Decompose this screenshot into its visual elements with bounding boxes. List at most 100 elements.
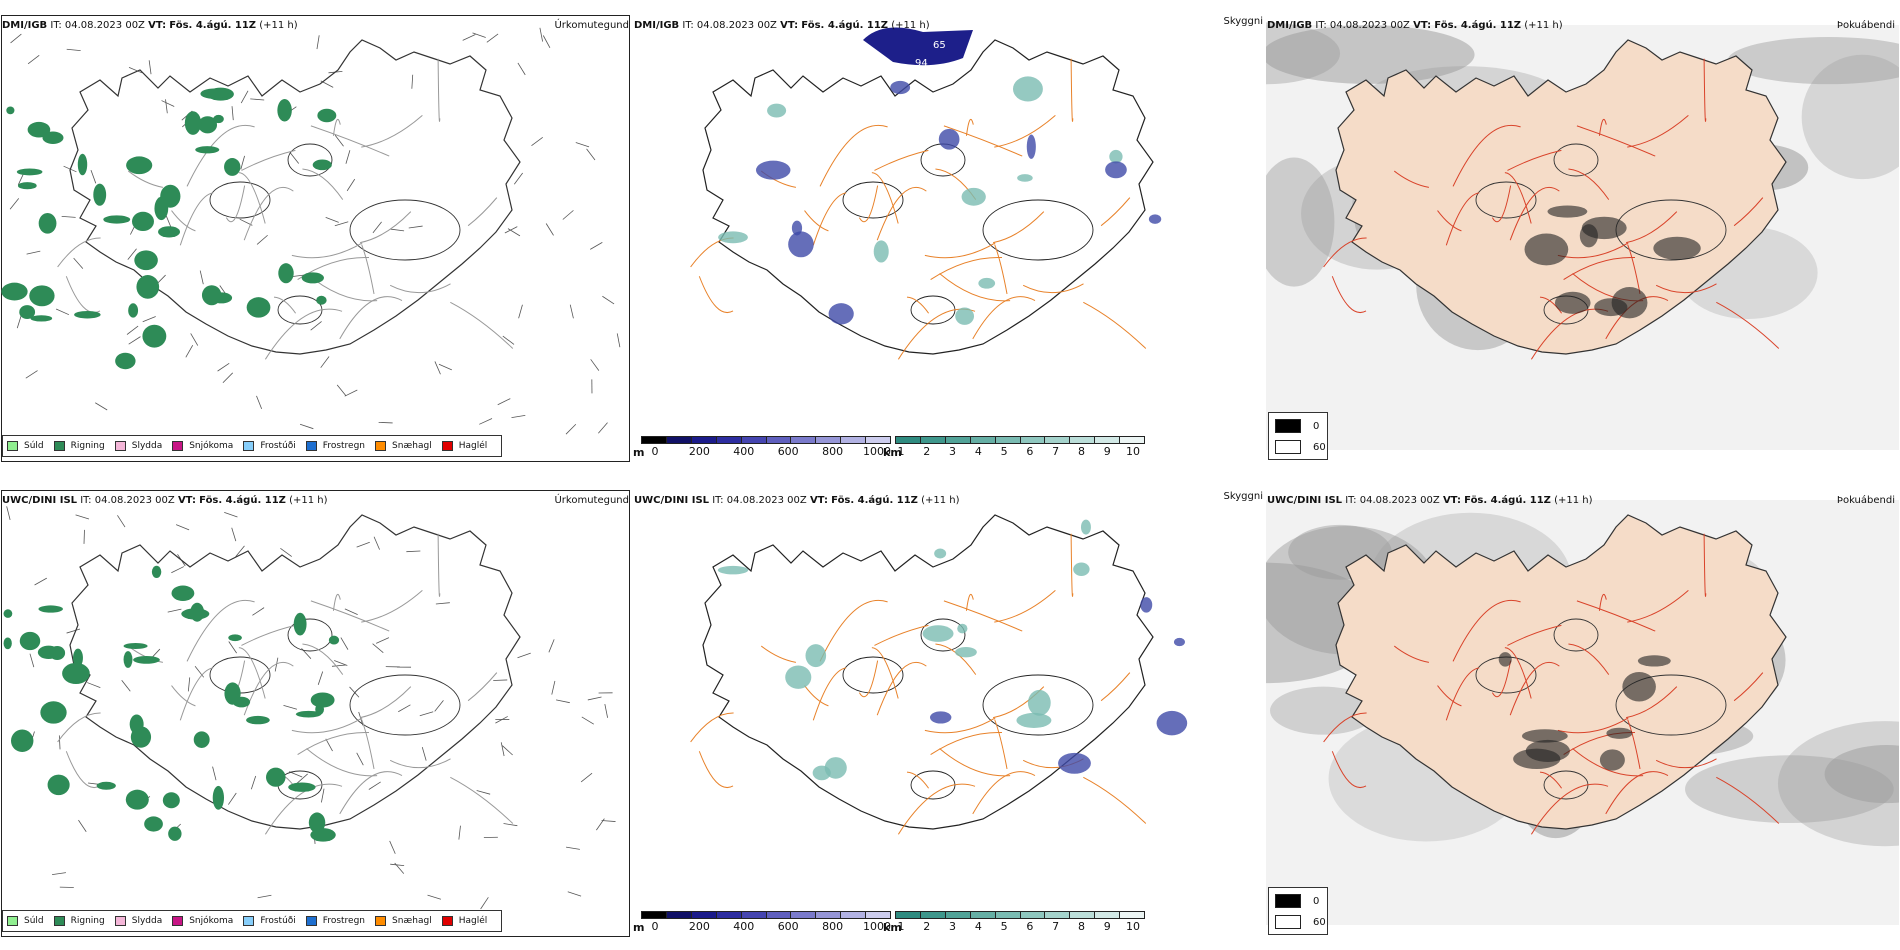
legend-item: Frostregn bbox=[305, 441, 365, 451]
legend-item: Haglél bbox=[441, 441, 487, 451]
vis-unit: km bbox=[883, 921, 902, 934]
road-line bbox=[1627, 114, 1689, 148]
wind-barb bbox=[517, 652, 531, 659]
panel-type-label: Úrkomutegund bbox=[554, 495, 629, 506]
wind-barb bbox=[590, 242, 603, 250]
wind-barb bbox=[601, 820, 616, 822]
vt-value: Fös. 4.ágú. 11Z bbox=[199, 495, 286, 506]
road-line bbox=[1605, 771, 1669, 815]
cloud-map bbox=[1266, 500, 1899, 925]
legend-swatch bbox=[7, 441, 18, 451]
wind-barb bbox=[472, 32, 486, 38]
wind-barb bbox=[346, 178, 356, 192]
fog-patch bbox=[1547, 205, 1588, 218]
road-line bbox=[186, 124, 255, 187]
wind-barb bbox=[493, 679, 508, 681]
wind-barb bbox=[344, 608, 358, 615]
rain-patch bbox=[158, 226, 181, 238]
road-line bbox=[450, 301, 514, 349]
rain-patch bbox=[198, 116, 218, 134]
road-line bbox=[994, 589, 1056, 623]
wind-barb bbox=[569, 304, 574, 319]
colorbar-step bbox=[1020, 912, 1046, 918]
panel-title: DMI/IGB IT: 04.08.2023 00Z VT: Fös. 4.ág… bbox=[2, 20, 298, 32]
rain-patch bbox=[171, 585, 195, 601]
colorbar-tick: 9 bbox=[1103, 920, 1111, 933]
wind-barb bbox=[175, 524, 190, 531]
colorbar-tick: 600 bbox=[777, 920, 799, 933]
visibility-patch bbox=[1026, 134, 1036, 159]
wind-barb bbox=[280, 547, 292, 557]
wind-barb bbox=[389, 840, 396, 854]
road-line bbox=[57, 712, 101, 743]
model-name: DMI/IGB bbox=[1267, 20, 1313, 31]
iceland-outline bbox=[690, 514, 1154, 835]
vis-colorbar: 1 2 3 4 5 6 7 8 9 10 bbox=[895, 436, 1145, 462]
wind-barb bbox=[581, 716, 594, 725]
rain-patch bbox=[162, 792, 180, 809]
road-line bbox=[1627, 589, 1689, 623]
road-line bbox=[812, 192, 847, 246]
panel-type-label: Þokuábendi bbox=[1836, 495, 1895, 506]
glacier-outline bbox=[1475, 181, 1537, 219]
fog-patch bbox=[1554, 291, 1591, 314]
road-line bbox=[361, 244, 375, 295]
wind-barb bbox=[503, 823, 518, 827]
road-line bbox=[1437, 210, 1462, 232]
rain-patch bbox=[144, 816, 163, 832]
visibility-patch bbox=[1173, 637, 1186, 647]
wind-barb bbox=[55, 308, 70, 316]
road-line bbox=[1568, 643, 1610, 675]
wind-barb bbox=[507, 228, 521, 237]
wind-barb bbox=[6, 506, 11, 520]
legend-label: Slydda bbox=[131, 441, 163, 451]
wind-barb bbox=[310, 321, 322, 331]
wind-barb bbox=[398, 704, 411, 713]
panel-title: UWC/DINI ISL IT: 04.08.2023 00Z VT: Fös.… bbox=[634, 495, 960, 507]
legend-swatch bbox=[53, 441, 65, 451]
wind-barb bbox=[427, 894, 442, 900]
colorbar-step bbox=[716, 912, 742, 918]
road-line bbox=[939, 273, 1011, 302]
visibility-patch bbox=[785, 665, 812, 689]
fog-patch bbox=[1606, 727, 1633, 739]
wind-barb bbox=[340, 637, 349, 650]
road-line bbox=[819, 599, 888, 662]
road-line bbox=[1452, 599, 1521, 662]
rain-patch bbox=[16, 168, 43, 176]
road-line bbox=[1323, 712, 1367, 743]
it-value: 04.08.2023 00Z bbox=[1329, 20, 1410, 31]
colorbar-tick: 5 bbox=[1000, 920, 1008, 933]
legend-item: Frostúði bbox=[243, 916, 296, 926]
colorbar-step bbox=[1045, 437, 1071, 443]
legend-swatch bbox=[172, 916, 184, 926]
wind-barb bbox=[502, 745, 513, 756]
road-line bbox=[1716, 301, 1780, 349]
rain-patch bbox=[224, 158, 241, 176]
colorbar-step bbox=[1020, 437, 1046, 443]
colorbar-step bbox=[841, 912, 867, 918]
rain-patch bbox=[19, 631, 41, 651]
wind-barb bbox=[372, 221, 382, 234]
road-line bbox=[858, 185, 879, 223]
legend-label: Rigning bbox=[70, 441, 105, 451]
wind-barb bbox=[27, 54, 40, 65]
visibility-patch bbox=[1156, 710, 1188, 736]
fog-patch bbox=[1525, 739, 1570, 762]
legend-swatch bbox=[375, 916, 387, 926]
legend-swatch bbox=[7, 916, 18, 926]
road-line bbox=[1070, 533, 1074, 597]
wind-barb bbox=[325, 738, 333, 752]
road-line bbox=[994, 719, 1008, 770]
wind-barb bbox=[562, 210, 574, 220]
wind-barb bbox=[289, 771, 303, 778]
wind-barb bbox=[504, 226, 518, 234]
wind-barb bbox=[16, 314, 22, 329]
colorbar-step bbox=[945, 437, 971, 443]
wind-barb bbox=[531, 137, 543, 147]
visibility-patch bbox=[1012, 76, 1043, 102]
wind-barb bbox=[128, 66, 143, 74]
road-line bbox=[127, 170, 163, 188]
rain-patch bbox=[93, 183, 107, 206]
road-line bbox=[924, 242, 996, 259]
